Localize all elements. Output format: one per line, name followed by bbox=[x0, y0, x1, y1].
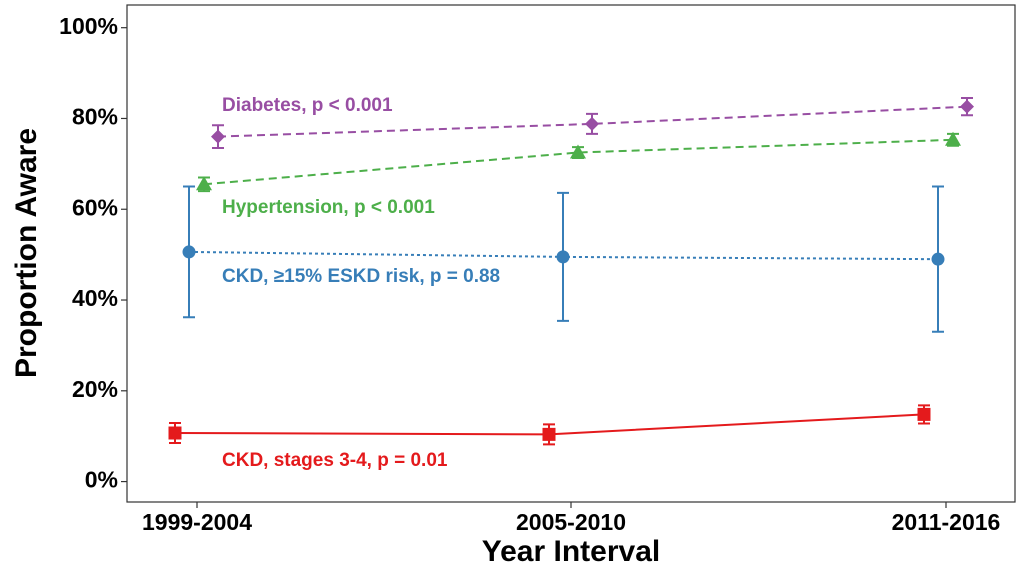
series-label: Hypertension, p < 0.001 bbox=[222, 197, 435, 218]
series-label: CKD, ≥15% ESKD risk, p = 0.88 bbox=[222, 266, 500, 287]
y-tick-label: 20% bbox=[72, 376, 118, 402]
point bbox=[570, 144, 586, 159]
x-tick-label: 2011-2016 bbox=[892, 509, 1001, 535]
point bbox=[196, 176, 212, 191]
series-line bbox=[203, 138, 954, 186]
plot-frame bbox=[126, 4, 1016, 503]
point bbox=[168, 426, 182, 440]
y-tick-label: 40% bbox=[72, 285, 118, 311]
x-axis-title: Year Interval bbox=[482, 535, 660, 568]
point bbox=[542, 427, 556, 441]
y-tick-label: 0% bbox=[85, 467, 118, 493]
series-label: Diabetes, p < 0.001 bbox=[222, 95, 393, 116]
point bbox=[960, 99, 974, 114]
point bbox=[211, 129, 225, 144]
series-label: CKD, stages 3-4, p = 0.01 bbox=[222, 450, 448, 471]
x-tick-label: 1999-2004 bbox=[142, 509, 252, 535]
point bbox=[182, 245, 196, 259]
x-tick-label: 2005-2010 bbox=[516, 509, 626, 535]
point bbox=[945, 131, 961, 146]
y-tick-label: 80% bbox=[72, 104, 118, 130]
point bbox=[917, 407, 931, 421]
y-tick-label: 100% bbox=[59, 13, 118, 39]
point bbox=[585, 116, 599, 131]
y-tick-label: 60% bbox=[72, 194, 118, 220]
point bbox=[556, 250, 570, 264]
series-line bbox=[217, 105, 968, 138]
point bbox=[931, 252, 945, 266]
y-axis-title: Proportion Aware bbox=[10, 128, 43, 378]
